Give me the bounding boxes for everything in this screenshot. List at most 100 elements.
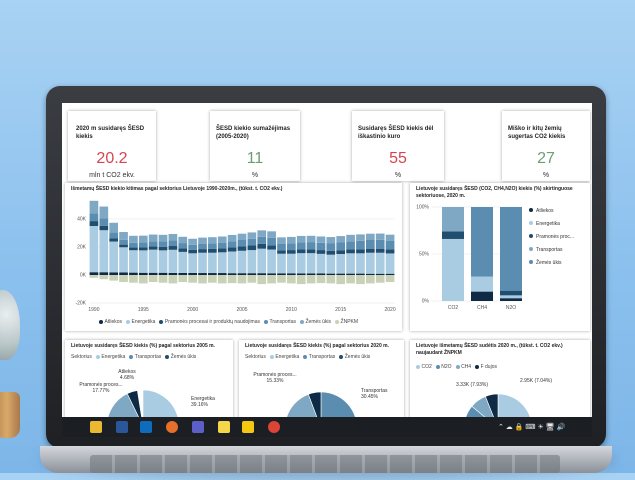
bar-segment[interactable] (188, 244, 197, 250)
pie-gas-chart[interactable]: 3.33K (7.93%) 2.95K (7.04%) (410, 340, 590, 420)
bar-segment[interactable] (365, 233, 375, 240)
bar-segment[interactable] (375, 252, 385, 274)
bar-segment[interactable] (138, 242, 148, 248)
bar-segment[interactable] (306, 242, 316, 250)
bar-segment[interactable] (227, 273, 237, 275)
bar-segment[interactable] (227, 234, 237, 242)
bar-segment[interactable] (296, 242, 306, 250)
bar-segment[interactable] (346, 241, 355, 250)
bar-segment[interactable] (188, 272, 197, 275)
bar-segment[interactable] (257, 230, 267, 237)
legend-item[interactable]: Energetika (95, 354, 125, 360)
bar-segment[interactable] (178, 243, 188, 249)
bar-segment[interactable] (178, 251, 188, 273)
bar-segment[interactable] (138, 272, 148, 275)
bar-segment[interactable] (296, 253, 306, 274)
bar-segment[interactable] (365, 273, 375, 275)
bar-segment[interactable] (336, 250, 346, 254)
kpi-card-forest[interactable]: Miško ir kitų žemių sugertas CO2 kiekis … (502, 111, 590, 181)
bar-segment[interactable] (89, 200, 99, 214)
bar-segment[interactable] (336, 254, 346, 274)
bar-segment[interactable] (247, 250, 257, 274)
bar-segment[interactable] (346, 249, 355, 254)
bar-segment[interactable] (99, 218, 109, 226)
bar-segment[interactable] (158, 234, 168, 242)
bar-segment[interactable] (119, 232, 128, 240)
bar-segment[interactable] (208, 243, 217, 249)
bar-segment[interactable] (138, 250, 148, 273)
bar-segment[interactable] (326, 250, 336, 255)
bar-segment[interactable] (257, 275, 267, 285)
pie-slice[interactable] (464, 393, 532, 420)
legend-item[interactable]: CO2 (416, 364, 432, 370)
bar-segment[interactable] (247, 238, 257, 246)
bar-segment[interactable] (129, 235, 138, 243)
legend-item[interactable]: N2O (435, 364, 452, 370)
bar-segment[interactable] (217, 248, 227, 253)
bar-segment[interactable] (267, 249, 276, 274)
bar-segment[interactable] (99, 230, 109, 273)
legend-item[interactable]: Žemės ūkis (165, 354, 196, 360)
bar-segment[interactable] (375, 233, 385, 240)
bar-segment[interactable] (257, 236, 267, 244)
bar-segment[interactable] (316, 236, 326, 243)
legend-item[interactable]: F dujos (475, 364, 497, 370)
legend-item[interactable]: ŽNPKM (335, 319, 358, 325)
bar-segment[interactable] (129, 275, 138, 283)
bar-segment[interactable] (237, 250, 247, 274)
bar-segment[interactable] (267, 273, 276, 275)
bar-segment[interactable] (375, 275, 385, 283)
bar-segment[interactable] (99, 206, 109, 219)
system-tray[interactable]: ⌃ ☁ 🔒 ⌨ ☀ 🖥 🔊 (498, 424, 566, 431)
bar-segment[interactable] (208, 252, 217, 274)
bar-segment[interactable] (178, 275, 188, 282)
bar-segment[interactable] (442, 231, 464, 239)
bar-segment[interactable] (326, 237, 336, 244)
gas-sector-chart-card[interactable]: Lietuvoje susidaręs ŠESD (CO2, CH4,N2O) … (410, 183, 590, 331)
bar-segment[interactable] (375, 239, 385, 249)
bar-segment[interactable] (208, 237, 217, 244)
bar-segment[interactable] (442, 207, 464, 232)
pie-slice[interactable] (107, 393, 143, 420)
bar-segment[interactable] (287, 273, 296, 275)
bar-segment[interactable] (217, 275, 227, 284)
bar-segment[interactable] (237, 275, 247, 284)
bar-segment[interactable] (385, 273, 395, 275)
bar-segment[interactable] (89, 275, 99, 278)
bar-segment[interactable] (296, 275, 306, 285)
legend-item[interactable]: Transportas (303, 354, 335, 360)
bar-segment[interactable] (198, 273, 207, 275)
bar-segment[interactable] (129, 250, 138, 273)
bar-segment[interactable] (356, 253, 365, 274)
legend-item[interactable]: Atliekos (536, 208, 554, 214)
bar-segment[interactable] (237, 233, 247, 240)
pie-slice[interactable] (126, 390, 143, 420)
legend-item[interactable]: Transportas (263, 319, 296, 325)
bar-segment[interactable] (500, 207, 522, 291)
bar-segment[interactable] (336, 236, 346, 243)
bar-segment[interactable] (306, 273, 316, 275)
pie-gas-card[interactable]: Lietuvoje išmetamų ŠESD sudėtis 2020 m.,… (410, 340, 590, 420)
bar-segment[interactable] (247, 275, 257, 283)
bar-segment[interactable] (148, 241, 158, 247)
bar-segment[interactable] (188, 253, 197, 273)
bar-segment[interactable] (119, 272, 128, 275)
legend-item[interactable]: Transportas (536, 247, 563, 253)
bar-segment[interactable] (500, 295, 522, 299)
bar-segment[interactable] (336, 275, 346, 285)
bar-segment[interactable] (356, 249, 365, 254)
bar-segment[interactable] (257, 243, 267, 249)
bar-segment[interactable] (375, 248, 385, 253)
bar-segment[interactable] (138, 235, 148, 243)
bar-segment[interactable] (277, 253, 286, 274)
bar-segment[interactable] (188, 275, 197, 283)
pie-slice[interactable] (307, 391, 322, 420)
bar-segment[interactable] (257, 248, 267, 274)
bar-segment[interactable] (237, 240, 247, 247)
bar-segment[interactable] (365, 248, 375, 253)
pie-slice[interactable] (320, 391, 357, 420)
bar-segment[interactable] (99, 272, 109, 275)
bar-segment[interactable] (267, 231, 276, 238)
bar-segment[interactable] (178, 236, 188, 244)
bar-segment[interactable] (296, 249, 306, 254)
